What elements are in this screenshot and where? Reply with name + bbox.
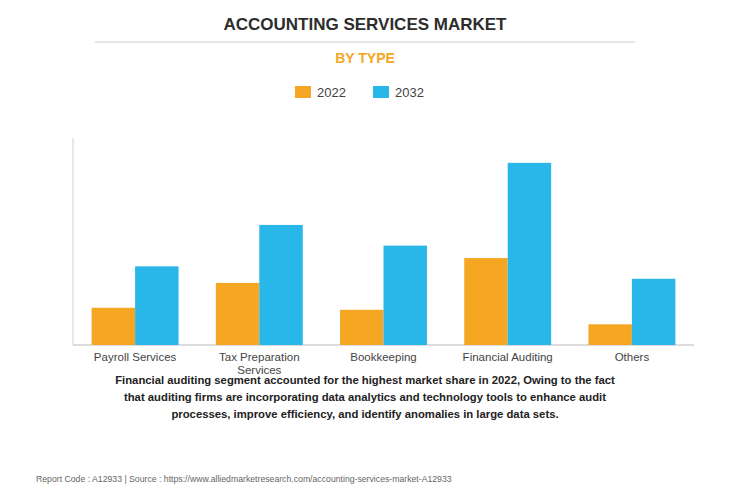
chart-container: ACCOUNTING SERVICES MARKET BY TYPE 2022 203… [0,0,730,493]
bar [464,258,507,345]
x-tick-label: Others [615,351,650,363]
legend-swatch [295,86,311,98]
legend-label: 2022 [317,85,346,100]
bar [632,279,675,345]
x-tick-label: Tax PreparationServices [219,351,300,376]
background [0,0,730,493]
x-tick-label: Payroll Services [94,351,177,363]
bar [216,283,259,345]
legend-swatch [373,86,389,98]
bar [135,266,178,345]
bar [508,163,551,345]
x-tick-label: Financial Auditing [463,351,553,363]
y-axis-line [73,138,74,345]
bar [588,324,631,345]
chart: ACCOUNTING SERVICES MARKET BY TYPE 2022 203… [0,0,730,493]
bar [340,310,383,345]
title-rule [95,42,635,43]
footnote: Financial auditing segment accounted for… [115,374,615,420]
bars [92,163,676,345]
bar [259,225,302,345]
source-note: Report Code : A12933 | Source : https://… [36,474,452,484]
legend-label: 2032 [395,85,424,100]
x-tick-label: Bookkeeping [350,351,417,363]
legend: 2022 2032 [295,85,424,100]
bar [92,308,135,345]
subtitle: BY TYPE [335,50,395,66]
title: ACCOUNTING SERVICES MARKET [223,15,507,34]
bar [384,246,427,345]
